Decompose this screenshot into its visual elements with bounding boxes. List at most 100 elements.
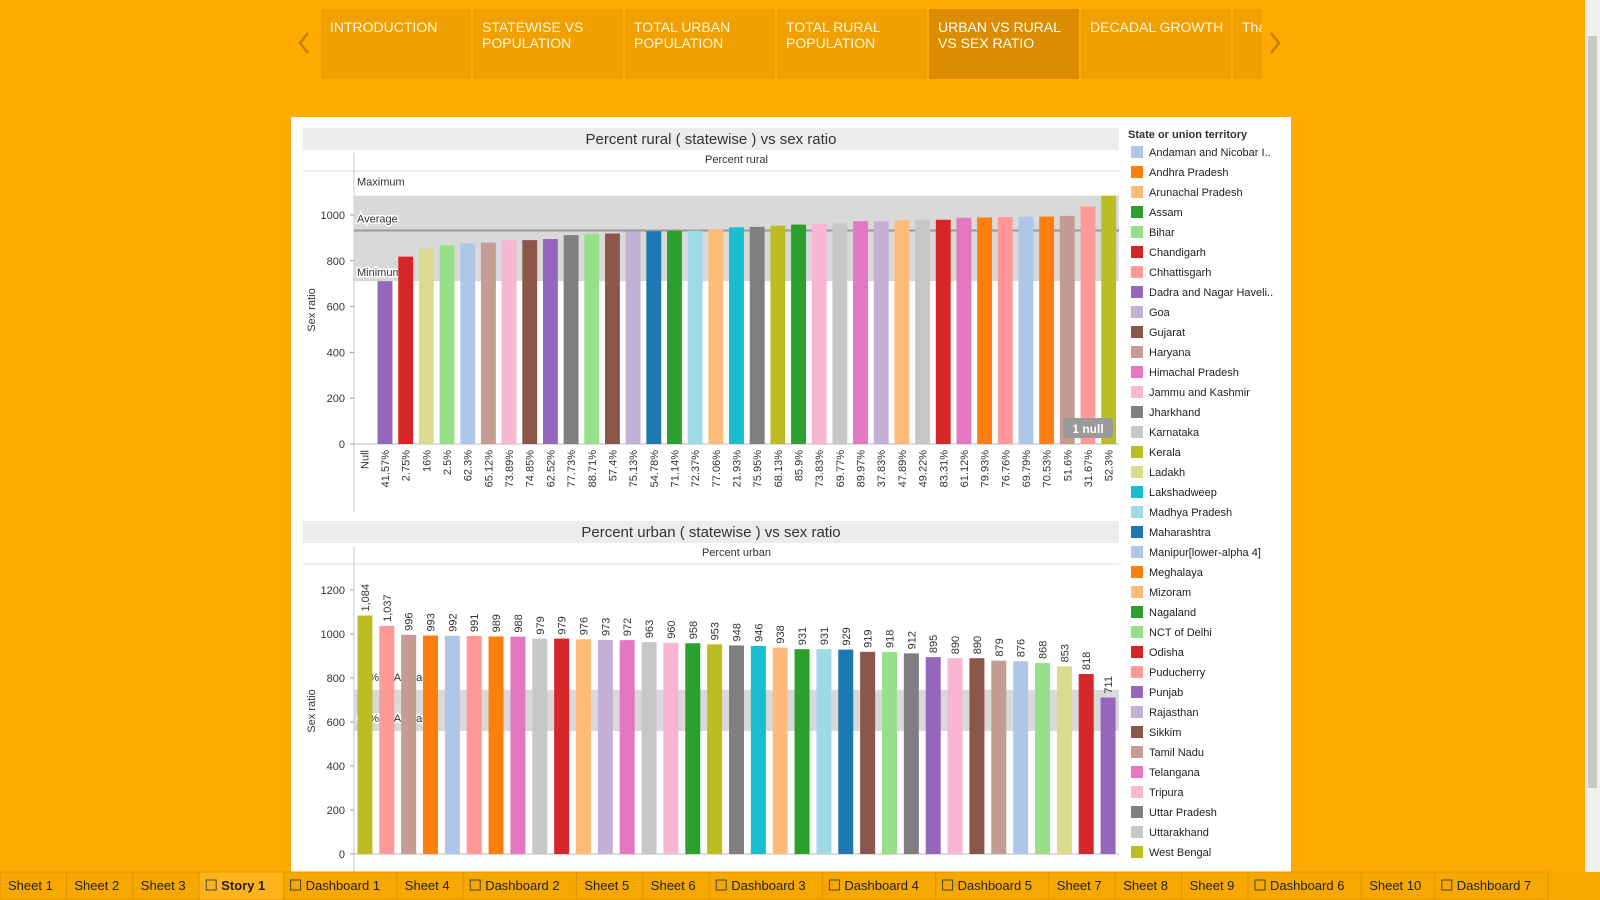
next-arrow[interactable]: [1270, 32, 1281, 54]
legend-label[interactable]: Punjab: [1149, 687, 1183, 699]
legend-label[interactable]: Karnataka: [1149, 427, 1200, 439]
legend-label[interactable]: Chandigarh: [1149, 247, 1206, 259]
sheet-tab-label[interactable]: Sheet 1: [8, 878, 53, 893]
legend-label[interactable]: Kerala: [1149, 447, 1182, 459]
legend-swatch[interactable]: [1131, 166, 1143, 178]
bar[interactable]: [772, 647, 788, 854]
legend-swatch[interactable]: [1131, 746, 1143, 758]
bar[interactable]: [838, 649, 854, 854]
prev-arrow[interactable]: [298, 32, 309, 54]
legend-label[interactable]: Puducherry: [1149, 667, 1206, 679]
legend-swatch[interactable]: [1131, 826, 1143, 838]
bar[interactable]: [379, 625, 395, 854]
bar[interactable]: [501, 240, 517, 444]
bar[interactable]: [956, 217, 972, 444]
bar[interactable]: [853, 221, 868, 444]
legend-label[interactable]: Goa: [1149, 307, 1171, 319]
legend-swatch[interactable]: [1131, 266, 1143, 278]
bar[interactable]: [641, 642, 657, 854]
legend-swatch[interactable]: [1131, 486, 1143, 498]
legend-swatch[interactable]: [1131, 666, 1143, 678]
bar[interactable]: [401, 634, 417, 854]
legend-label[interactable]: Uttarakhand: [1149, 827, 1209, 839]
sheet-tab[interactable]: [642, 871, 710, 900]
bar[interactable]: [794, 649, 810, 854]
bar[interactable]: [729, 645, 744, 854]
sheet-tab-label[interactable]: Sheet 6: [651, 878, 696, 893]
legend-label[interactable]: Bihar: [1149, 227, 1175, 239]
sheet-tab-label[interactable]: Dashboard 6: [1270, 878, 1344, 893]
bar[interactable]: [667, 230, 682, 444]
legend-label[interactable]: Mizoram: [1149, 587, 1191, 599]
bar[interactable]: [439, 245, 455, 444]
bar[interactable]: [832, 223, 848, 444]
legend-swatch[interactable]: [1131, 686, 1143, 698]
legend-label[interactable]: Odisha: [1149, 647, 1185, 659]
bar[interactable]: [811, 224, 827, 444]
bar[interactable]: [1056, 666, 1072, 854]
legend-label[interactable]: Chhattisgarh: [1149, 267, 1211, 279]
sheet-tab-label[interactable]: Dashboard 3: [731, 878, 805, 893]
legend-label[interactable]: Lakshadweep: [1149, 487, 1217, 499]
legend-label[interactable]: NCT of Delhi: [1149, 627, 1212, 639]
legend-swatch[interactable]: [1131, 246, 1143, 258]
story-point-tab[interactable]: [1233, 9, 1262, 79]
legend-label[interactable]: West Bengal: [1149, 847, 1211, 859]
legend-swatch[interactable]: [1131, 346, 1143, 358]
null-indicator-label[interactable]: 1 null: [1072, 422, 1103, 436]
bar[interactable]: [1039, 216, 1055, 444]
bar[interactable]: [480, 242, 496, 444]
sheet-tab-label[interactable]: Sheet 2: [74, 878, 119, 893]
legend-swatch[interactable]: [1131, 766, 1143, 778]
legend-swatch[interactable]: [1131, 186, 1143, 198]
bar[interactable]: [597, 639, 613, 854]
legend-label[interactable]: Maharashtra: [1149, 527, 1212, 539]
legend-swatch[interactable]: [1131, 406, 1143, 418]
legend-label[interactable]: Arunachal Pradesh: [1149, 187, 1243, 199]
legend-label[interactable]: Gujarat: [1149, 327, 1185, 339]
legend-swatch[interactable]: [1131, 786, 1143, 798]
legend-swatch[interactable]: [1131, 726, 1143, 738]
legend-swatch[interactable]: [1131, 206, 1143, 218]
legend-swatch[interactable]: [1131, 326, 1143, 338]
bar[interactable]: [1100, 697, 1116, 854]
story-point-label[interactable]: INTRODUCTION: [330, 19, 437, 35]
sheet-tab-label[interactable]: Story 1: [221, 878, 265, 893]
sheet-tab[interactable]: [283, 871, 398, 900]
bar[interactable]: [997, 217, 1013, 444]
bar[interactable]: [1035, 663, 1050, 854]
sheet-tab-label[interactable]: Sheet 7: [1057, 878, 1102, 893]
bar[interactable]: [1101, 195, 1117, 444]
story-point-label[interactable]: DECADAL GROWTH: [1090, 19, 1223, 35]
legend-swatch[interactable]: [1131, 586, 1143, 598]
bar[interactable]: [466, 635, 482, 854]
bar[interactable]: [605, 233, 620, 444]
sheet-tab-label[interactable]: Sheet 8: [1123, 878, 1168, 893]
legend-label[interactable]: Jammu and Kashmir: [1149, 387, 1250, 399]
legend-swatch[interactable]: [1131, 526, 1143, 538]
bar[interactable]: [707, 644, 723, 854]
legend-swatch[interactable]: [1131, 506, 1143, 518]
legend-label[interactable]: Tamil Nadu: [1149, 747, 1204, 759]
legend-swatch[interactable]: [1131, 706, 1143, 718]
sheet-tab[interactable]: [935, 871, 1050, 900]
bar[interactable]: [1018, 216, 1034, 444]
sheet-tab-label[interactable]: Dashboard 1: [306, 878, 380, 893]
sheet-tab-label[interactable]: Sheet 10: [1369, 878, 1421, 893]
bar[interactable]: [729, 227, 744, 444]
legend-swatch[interactable]: [1131, 606, 1143, 618]
legend-label[interactable]: Uttar Pradesh: [1149, 807, 1217, 819]
sheet-tab[interactable]: [396, 871, 464, 900]
legend-label[interactable]: Jharkhand: [1149, 407, 1200, 419]
legend-label[interactable]: Andhra Pradesh: [1149, 167, 1229, 179]
bar[interactable]: [377, 281, 393, 444]
sheet-tab-label[interactable]: Dashboard 4: [844, 878, 918, 893]
bar[interactable]: [663, 642, 679, 854]
bar[interactable]: [532, 638, 548, 854]
null-indicator[interactable]: [1063, 418, 1113, 438]
scrollbar-thumb[interactable]: [1588, 36, 1597, 788]
sheet-tab-label[interactable]: Sheet 9: [1190, 878, 1235, 893]
bar[interactable]: [584, 233, 600, 444]
legend-label[interactable]: Andaman and Nicobar I..: [1149, 147, 1271, 159]
bar[interactable]: [915, 219, 931, 444]
